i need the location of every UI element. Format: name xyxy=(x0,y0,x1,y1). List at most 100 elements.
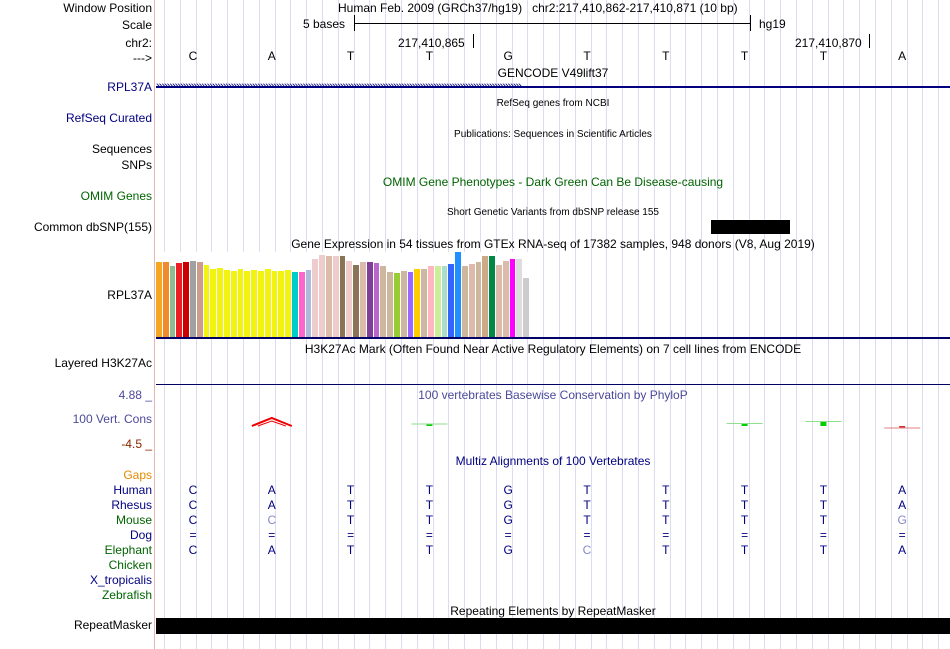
species-label-mouse[interactable]: Mouse xyxy=(115,513,152,527)
gtex-tissue-bar[interactable] xyxy=(394,273,400,337)
gtex-tissue-bar[interactable] xyxy=(428,266,434,337)
gtex-tissue-bar[interactable] xyxy=(251,270,257,337)
gtex-tissue-bar[interactable] xyxy=(196,262,203,337)
repeatmasker-title[interactable]: Repeating Elements by RepeatMasker xyxy=(450,604,656,618)
species-label-chicken[interactable]: Chicken xyxy=(108,558,152,572)
gtex-tissue-bar[interactable] xyxy=(366,262,373,337)
gencode-title[interactable]: GENCODE V49lift37 xyxy=(497,66,609,80)
repeatmasker-label[interactable]: RepeatMasker xyxy=(73,618,152,632)
gtex-bar-chart[interactable] xyxy=(156,252,536,337)
species-label-rhesus[interactable]: Rhesus xyxy=(111,498,152,512)
phylop-plot[interactable] xyxy=(156,400,950,440)
gtex-tissue-bar[interactable] xyxy=(407,272,414,337)
gtex-tissue-bar[interactable] xyxy=(230,271,237,337)
common-dbsnp-label[interactable]: Common dbSNP(155) xyxy=(33,220,152,234)
gtex-tissue-bar[interactable] xyxy=(319,255,325,337)
aligned-base: T xyxy=(425,543,434,557)
gtex-tissue-bar[interactable] xyxy=(278,271,285,337)
gtex-tissue-bar[interactable] xyxy=(326,256,332,337)
gtex-tissue-bar[interactable] xyxy=(353,265,359,337)
base-letter: T xyxy=(346,49,355,63)
aligned-base: G xyxy=(503,543,513,557)
gtex-tissue-bar[interactable] xyxy=(156,262,162,337)
omim-title[interactable]: OMIM Gene Phenotypes - Dark Green Can Be… xyxy=(382,175,724,189)
species-label-human[interactable]: Human xyxy=(113,483,152,497)
gtex-tissue-bar[interactable] xyxy=(332,256,339,337)
phylop-title[interactable]: 100 vertebrates Basewise Conservation by… xyxy=(418,388,688,402)
gtex-tissue-bar[interactable] xyxy=(176,263,183,337)
species-label-zebrafish[interactable]: Zebrafish xyxy=(101,588,152,602)
species-label-x_tropicalis[interactable]: X_tropicalis xyxy=(89,573,152,587)
gtex-tissue-bar[interactable] xyxy=(434,266,441,337)
gtex-tissue-bar[interactable] xyxy=(421,269,427,337)
multiz-title[interactable]: Multiz Alignments of 100 Vertebrates xyxy=(455,454,651,468)
gtex-gene-label[interactable]: RPL37A xyxy=(107,288,152,302)
gtex-tissue-bar[interactable] xyxy=(169,266,176,337)
gtex-tissue-bar[interactable] xyxy=(468,264,475,337)
gene-body-line[interactable] xyxy=(156,86,950,88)
aligned-base: C xyxy=(188,513,198,527)
aligned-base: A xyxy=(267,543,276,557)
gtex-tissue-bar[interactable] xyxy=(264,269,271,337)
gtex-tissue-bar[interactable] xyxy=(462,266,468,337)
gtex-tissue-bar[interactable] xyxy=(475,262,482,337)
window-position-label: Window Position xyxy=(63,1,152,15)
gtex-tissue-bar[interactable] xyxy=(400,271,407,337)
gtex-tissue-bar[interactable] xyxy=(190,261,196,337)
gtex-tissue-bar[interactable] xyxy=(312,259,319,337)
gtex-tissue-bar[interactable] xyxy=(523,278,529,337)
dbsnp-variant-feature[interactable] xyxy=(711,220,790,234)
gtex-tissue-bar[interactable] xyxy=(339,256,346,337)
gtex-tissue-bar[interactable] xyxy=(183,262,189,337)
gtex-tissue-bar[interactable] xyxy=(292,272,298,337)
gtex-tissue-bar[interactable] xyxy=(210,269,217,337)
gtex-tissue-bar[interactable] xyxy=(414,269,421,337)
scale-bar xyxy=(354,23,750,24)
gtex-tissue-bar[interactable] xyxy=(516,259,523,337)
refseq-title[interactable]: RefSeq genes from NCBI xyxy=(496,98,610,109)
gtex-tissue-bar[interactable] xyxy=(305,270,312,337)
repeatmasker-feature[interactable] xyxy=(156,618,950,634)
coord-tick-2 xyxy=(869,34,870,48)
gtex-tissue-bar[interactable] xyxy=(489,256,495,337)
gtex-tissue-bar[interactable] xyxy=(373,263,380,337)
gaps-label[interactable]: Gaps xyxy=(123,468,152,482)
publications-title[interactable]: Publications: Sequences in Scientific Ar… xyxy=(454,129,652,140)
gtex-tissue-bar[interactable] xyxy=(224,270,230,337)
gtex-tissue-bar[interactable] xyxy=(496,265,502,337)
cons-track-label[interactable]: 100 Vert. Cons xyxy=(72,412,152,426)
gtex-tissue-bar[interactable] xyxy=(441,266,448,337)
gtex-tissue-bar[interactable] xyxy=(502,261,509,337)
gtex-title[interactable]: Gene Expression in 54 tissues from GTEx … xyxy=(291,237,815,251)
gtex-tissue-bar[interactable] xyxy=(271,271,278,337)
sequences-label[interactable]: Sequences xyxy=(91,142,152,156)
gtex-tissue-bar[interactable] xyxy=(380,266,387,337)
gtex-tissue-bar[interactable] xyxy=(285,270,291,337)
gtex-tissue-bar[interactable] xyxy=(203,265,210,337)
gtex-tissue-bar[interactable] xyxy=(509,259,516,337)
omim-label[interactable]: OMIM Genes xyxy=(80,189,152,203)
h3k27ac-title[interactable]: H3K27Ac Mark (Often Found Near Active Re… xyxy=(304,342,802,356)
gtex-tissue-bar[interactable] xyxy=(258,271,264,337)
dbsnp-title[interactable]: Short Genetic Variants from dbSNP releas… xyxy=(447,207,659,218)
gtex-tissue-bar[interactable] xyxy=(387,272,393,337)
gtex-tissue-bar[interactable] xyxy=(360,262,366,337)
gtex-tissue-bar[interactable] xyxy=(244,271,251,337)
gencode-gene-label[interactable]: RPL37A xyxy=(107,80,152,94)
gtex-tissue-bar[interactable] xyxy=(346,261,353,337)
species-label-elephant[interactable]: Elephant xyxy=(104,543,152,557)
refseq-label[interactable]: RefSeq Curated xyxy=(65,111,152,125)
species-label-dog[interactable]: Dog xyxy=(129,528,152,542)
gtex-tissue-bar[interactable] xyxy=(448,264,455,337)
gtex-tissue-bar[interactable] xyxy=(162,262,169,337)
base-letter: A xyxy=(267,49,276,63)
strand-arrow[interactable]: ---> xyxy=(133,51,152,65)
gtex-tissue-bar[interactable] xyxy=(217,268,223,337)
gtex-tissue-bar[interactable] xyxy=(455,252,461,337)
layered-h3k27ac-label[interactable]: Layered H3K27Ac xyxy=(54,356,152,370)
gtex-tissue-bar[interactable] xyxy=(482,256,489,337)
gtex-tissue-bar[interactable] xyxy=(298,272,305,337)
base-letter: T xyxy=(583,49,591,63)
gtex-tissue-bar[interactable] xyxy=(237,269,244,337)
snps-label[interactable]: SNPs xyxy=(121,158,152,172)
